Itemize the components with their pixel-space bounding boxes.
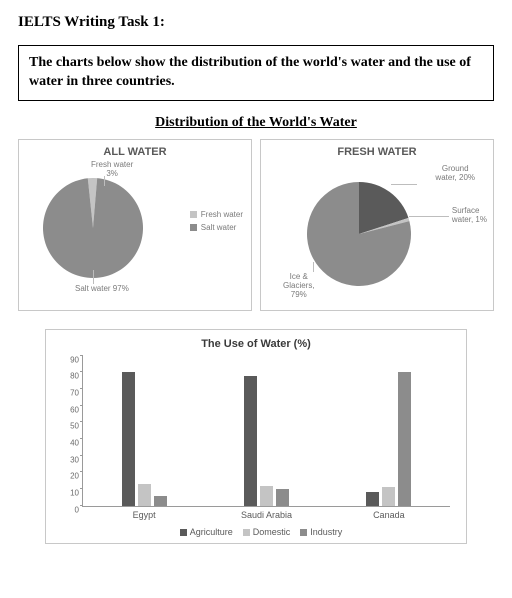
x-category-label: Saudi Arabia <box>241 510 292 520</box>
pie-row: ALL WATER Fresh water3% Salt water 97% F… <box>18 139 494 311</box>
task-prompt: The charts below show the distribution o… <box>18 45 494 101</box>
page-title: IELTS Writing Task 1: <box>18 14 494 31</box>
bar-group <box>244 376 289 506</box>
pie-panel-fresh-water: FRESH WATER Groundwater, 20% Surfacewate… <box>260 139 494 311</box>
y-tick-label: 20 <box>61 472 79 481</box>
pie-fresh-water <box>307 182 411 291</box>
y-tick-label: 80 <box>61 372 79 381</box>
y-tick-mark <box>80 438 83 439</box>
legend-item: Fresh water <box>190 210 243 219</box>
y-tick-label: 30 <box>61 455 79 464</box>
y-tick-label: 90 <box>61 355 79 364</box>
bar <box>122 372 135 505</box>
pie-all-legend: Fresh water Salt water <box>190 210 243 236</box>
pie-title-all-water: ALL WATER <box>19 146 251 158</box>
bar <box>138 484 151 506</box>
bar <box>244 376 257 506</box>
pie-panel-all-water: ALL WATER Fresh water3% Salt water 97% F… <box>18 139 252 311</box>
legend-label: Salt water <box>201 223 237 232</box>
y-tick-mark <box>80 388 83 389</box>
pie-all-label-fresh: Fresh water3% <box>91 160 133 178</box>
bar <box>382 487 395 505</box>
y-tick-mark <box>80 455 83 456</box>
legend-swatch <box>180 529 187 536</box>
legend-swatch <box>190 224 197 231</box>
y-tick-mark <box>80 355 83 356</box>
pie-fresh-label-surface: Surfacewater, 1% <box>452 206 487 224</box>
y-tick-mark <box>80 421 83 422</box>
leader-line <box>93 270 94 284</box>
pie-fresh-label-ice: Ice &Glaciers,79% <box>283 272 315 300</box>
y-tick-mark <box>80 505 83 506</box>
section-title-distribution: Distribution of the World's Water <box>18 115 494 131</box>
leader-line <box>409 216 449 217</box>
pie-fresh-label-ground: Groundwater, 20% <box>435 164 475 182</box>
bar <box>154 496 167 506</box>
legend-swatch <box>243 529 250 536</box>
y-tick-label: 70 <box>61 389 79 398</box>
bar-group <box>366 372 411 505</box>
bar <box>260 486 273 506</box>
bar-chart-panel: The Use of Water (%) 0102030405060708090… <box>45 329 467 544</box>
legend-label: Fresh water <box>201 210 243 219</box>
bar <box>398 372 411 505</box>
y-tick-label: 10 <box>61 489 79 498</box>
x-category-label: Canada <box>373 510 405 520</box>
legend-item: Salt water <box>190 223 243 232</box>
legend-label: Agriculture <box>190 527 233 537</box>
y-tick-label: 40 <box>61 439 79 448</box>
pie-all-water <box>43 178 143 283</box>
leader-line <box>391 184 417 185</box>
legend-label: Domestic <box>253 527 291 537</box>
pie-title-fresh-water: FRESH WATER <box>261 146 493 158</box>
y-tick-label: 50 <box>61 422 79 431</box>
x-category-label: Egypt <box>133 510 156 520</box>
bar <box>366 492 379 505</box>
legend-swatch <box>300 529 307 536</box>
leader-line <box>104 176 105 186</box>
y-tick-mark <box>80 371 83 372</box>
y-tick-mark <box>80 471 83 472</box>
bar-legend: Agriculture Domestic Industry <box>56 527 456 537</box>
legend-swatch <box>190 211 197 218</box>
pie-all-label-salt: Salt water 97% <box>75 284 129 293</box>
bar <box>276 489 289 506</box>
y-tick-label: 60 <box>61 405 79 414</box>
bar-chart-title: The Use of Water (%) <box>56 338 456 350</box>
legend-label: Industry <box>310 527 342 537</box>
y-tick-label: 0 <box>61 505 79 514</box>
bar-group <box>122 372 167 505</box>
bar-plot-area: 0102030405060708090EgyptSaudi ArabiaCana… <box>82 356 450 507</box>
y-tick-mark <box>80 488 83 489</box>
y-tick-mark <box>80 405 83 406</box>
leader-line <box>313 262 314 272</box>
